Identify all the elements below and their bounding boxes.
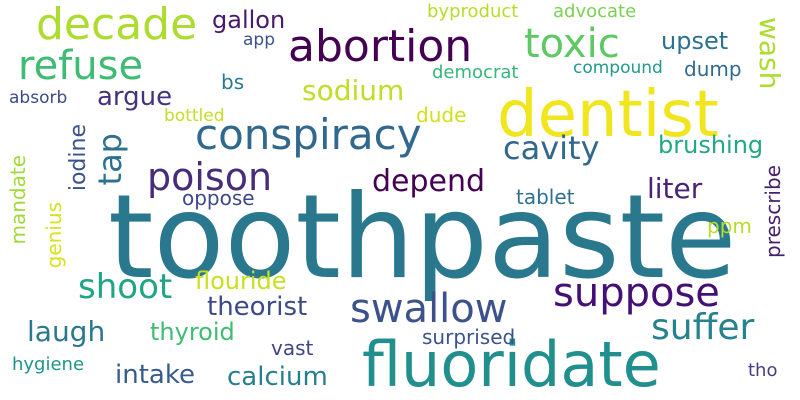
word-cavity: cavity [503, 129, 600, 167]
word-dentist: dentist [497, 78, 719, 152]
word-intake: intake [115, 360, 195, 390]
word-poison: poison [147, 155, 273, 199]
word-genius: genius [42, 202, 66, 269]
word-refuse: refuse [18, 43, 144, 89]
word-fluoridate: fluoridate [362, 328, 661, 400]
word-tho: tho [748, 360, 778, 381]
word-advocate: advocate [553, 1, 637, 22]
word-liter: liter [647, 172, 703, 205]
word-suppose: suppose [553, 270, 720, 316]
word-absorb: absorb [9, 88, 68, 108]
word-wash: wash [753, 17, 786, 90]
word-mandate: mandate [6, 155, 30, 245]
word-gallon: gallon [212, 6, 286, 34]
word-bottled: bottled [164, 106, 225, 126]
word-argue: argue [97, 82, 173, 112]
word-laugh: laugh [27, 315, 106, 348]
word-iodine: iodine [66, 124, 91, 192]
word-democrat: democrat [432, 62, 519, 83]
word-dude: dude [416, 103, 467, 127]
word-depend: depend [372, 164, 486, 199]
word-shoot: shoot [78, 267, 173, 307]
word-conspiracy: conspiracy [195, 110, 422, 159]
word-decade: decade [36, 0, 198, 50]
word-toxic: toxic [524, 21, 620, 67]
word-compound: compound [573, 58, 663, 78]
word-theorist: theorist [207, 292, 308, 322]
word-calcium: calcium [227, 362, 328, 392]
word-oppose: oppose [182, 186, 255, 210]
word-ppm: ppm [707, 214, 752, 238]
word-byproduct: byproduct [427, 1, 519, 22]
word-upset: upset [661, 27, 729, 55]
word-swallow: swallow [350, 286, 508, 332]
word-abortion: abortion [288, 21, 473, 72]
word-dump: dump [684, 57, 742, 81]
word-thyroid: thyroid [150, 318, 235, 346]
word-sodium: sodium [302, 74, 405, 107]
word-vast: vast [271, 336, 314, 360]
word-tablet: tablet [516, 185, 575, 209]
word-hygiene: hygiene [12, 354, 85, 375]
word-surprised: surprised [422, 325, 516, 349]
word-flouride: flouride [195, 267, 287, 295]
word-toothpaste: toothpaste [108, 170, 737, 305]
word-prescribe: prescribe [761, 165, 785, 258]
word-app: app [243, 30, 275, 50]
word-suffer: suffer [651, 307, 755, 348]
word-tap: tap [91, 133, 129, 186]
word-bs: bs [221, 70, 245, 94]
word-brushing: brushing [658, 131, 764, 159]
